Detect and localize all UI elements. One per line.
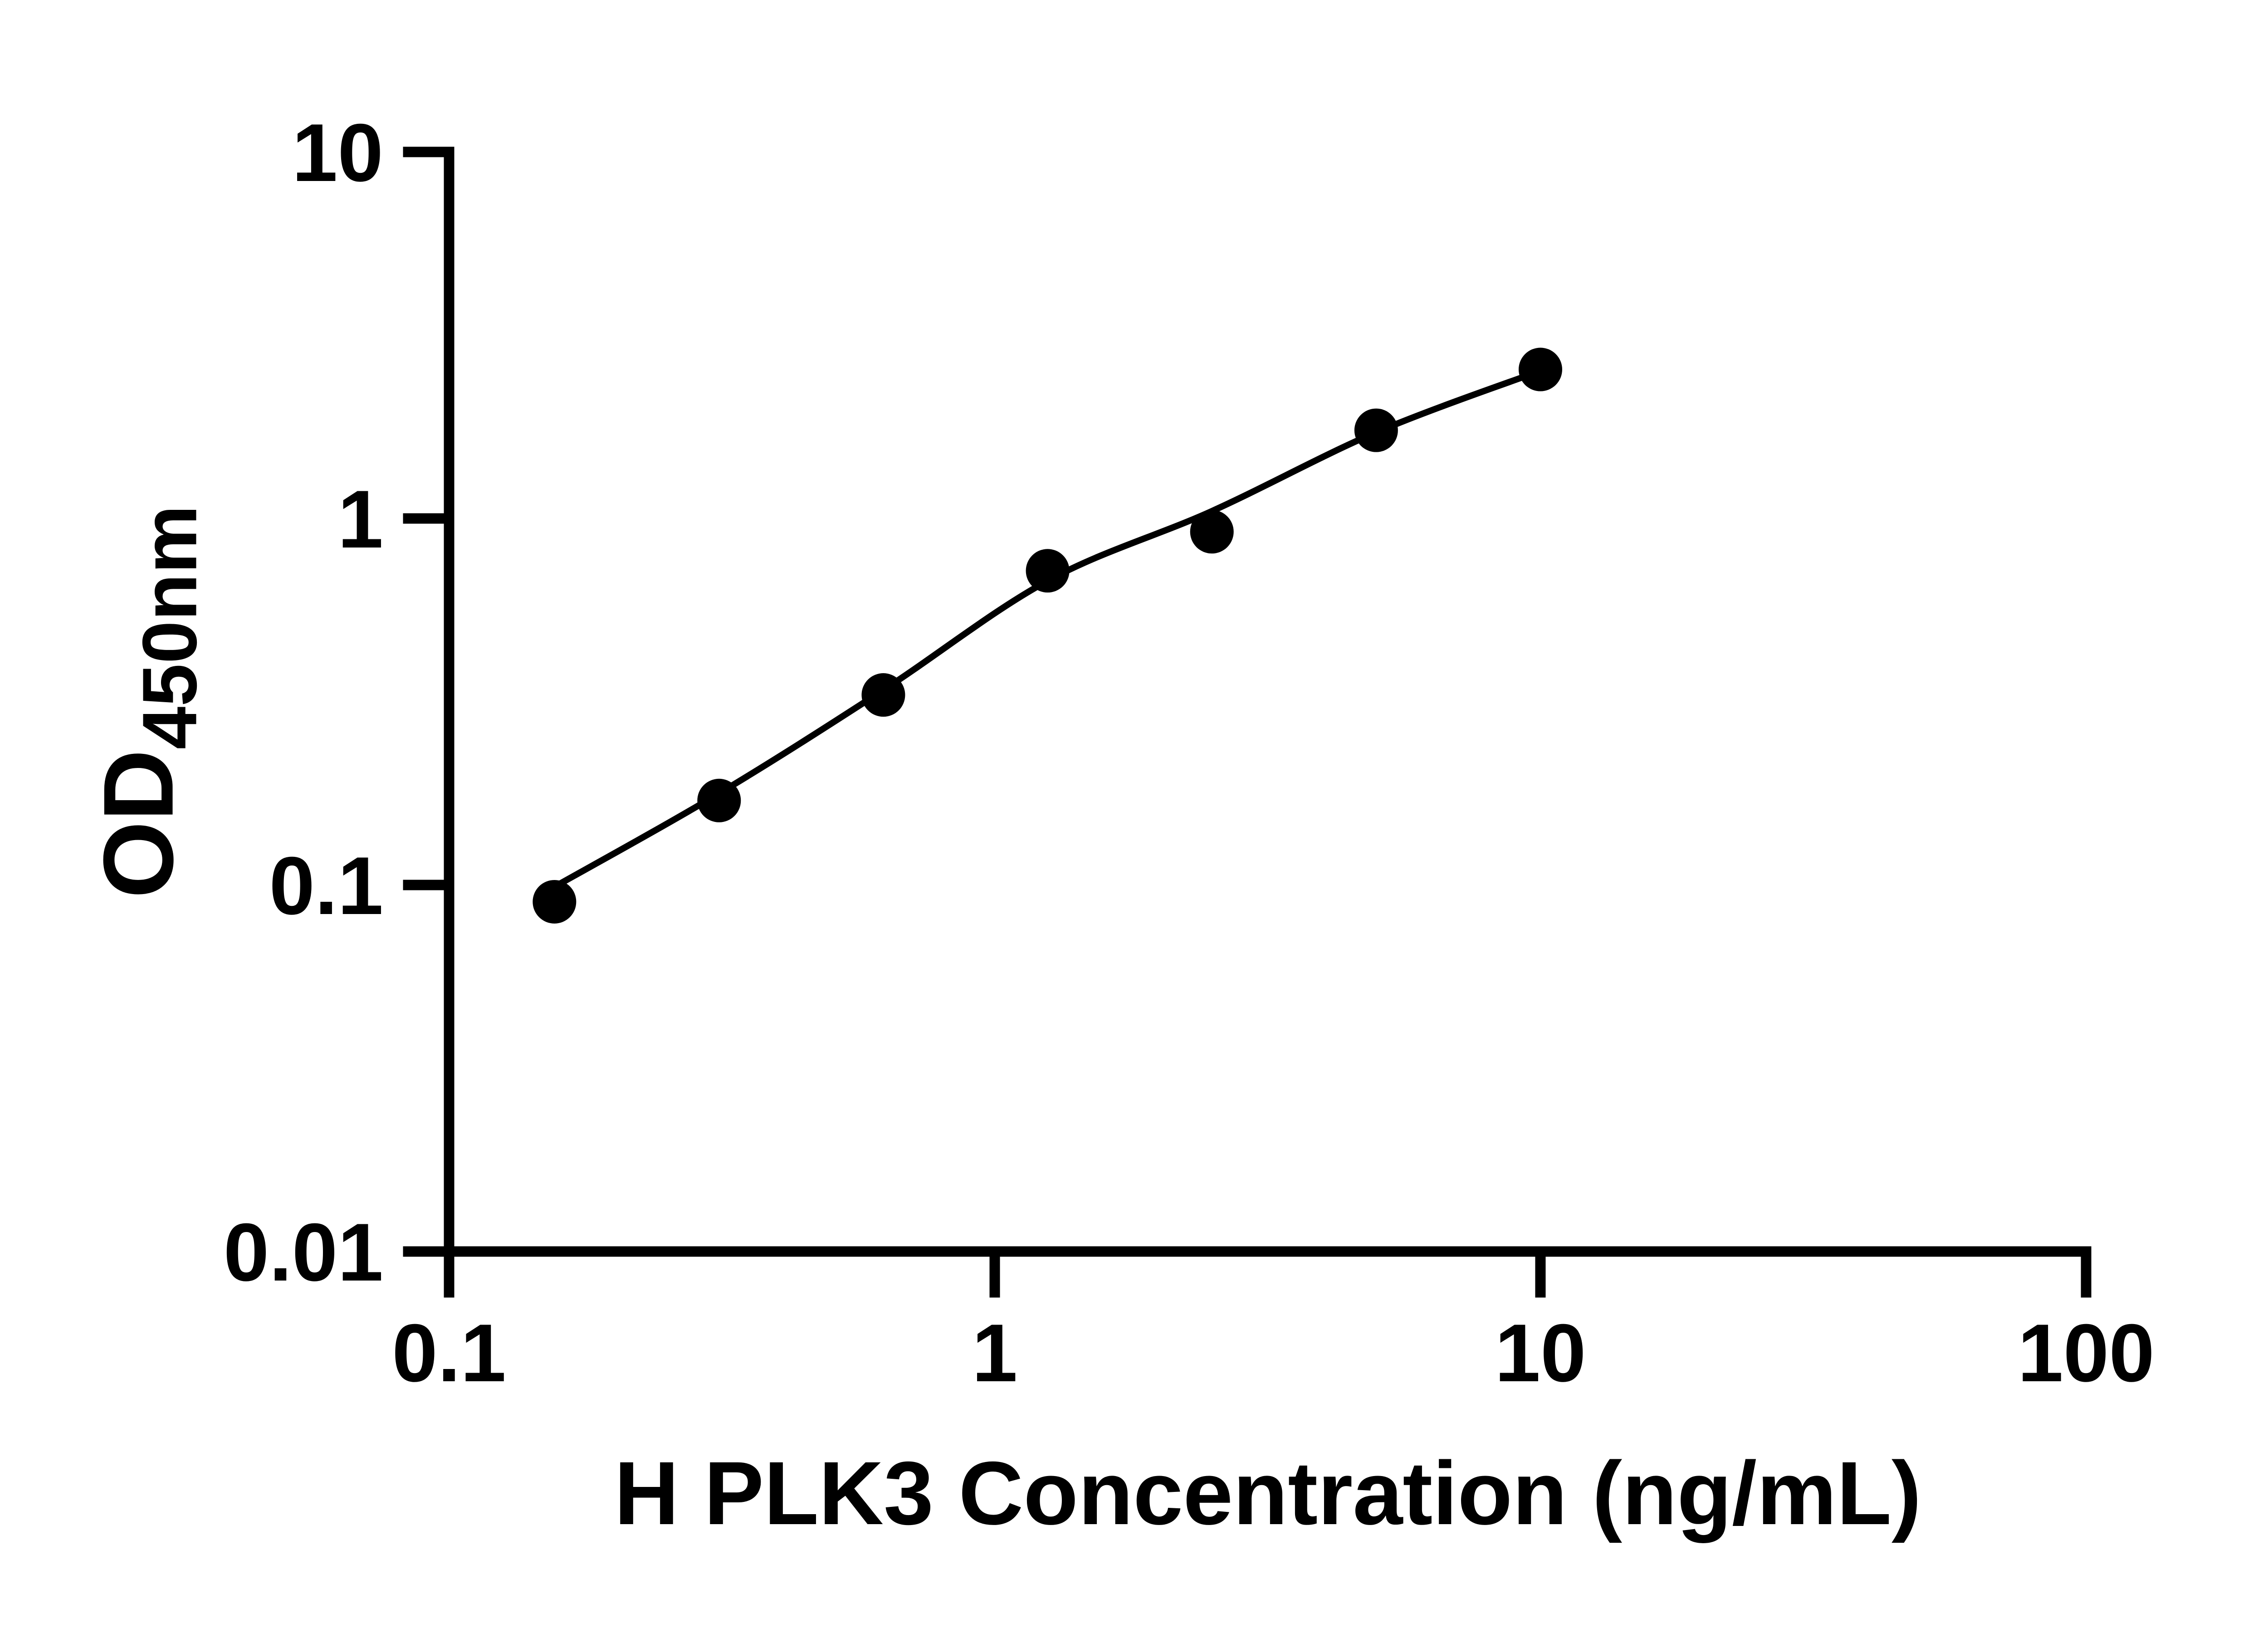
y-tick-label-0.1: 0.1 [269,840,383,932]
data-point-marker [1190,510,1234,554]
data-point-marker [1026,549,1070,593]
x-tick-label-10: 10 [1495,1307,1586,1399]
y-tick-label-0.01: 0.01 [223,1207,383,1298]
y-tick-label-1: 1 [337,474,383,565]
x-tick-label-100: 100 [2018,1307,2155,1399]
x-tick-label-0.1: 0.1 [392,1307,506,1399]
data-point-marker [1354,408,1398,452]
y-tick-label-10: 10 [292,107,383,199]
x-axis-title: H PLK3 Concentration (ng/mL) [614,1443,1921,1543]
x-tick-label-1: 1 [972,1307,1018,1399]
data-point-marker [861,673,905,717]
y-axis-title-main: OD [83,749,194,899]
data-point-marker [697,778,741,822]
y-axis-title: OD450nm [80,505,229,898]
data-point-marker [1519,347,1562,391]
y-axis-title-subscript: 450nm [127,505,213,750]
data-point-marker [533,880,577,924]
